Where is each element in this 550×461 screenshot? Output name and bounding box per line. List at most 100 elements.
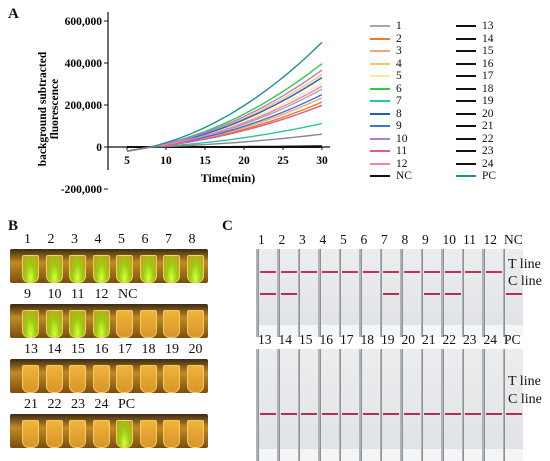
c-line-label: C line: [508, 392, 542, 407]
strip-panel: 1 2 3 4 5 6 7 8 9 10 11 12 NC T line C line 13 14 15 16 17 1…: [236, 232, 550, 461]
strip-label: 12: [483, 232, 498, 247]
legend-label: 1: [396, 20, 402, 32]
test-strip: [340, 349, 359, 461]
legend-label: 8: [396, 107, 402, 120]
strip-sample-pad: [402, 325, 421, 337]
strip-label: 2: [278, 232, 286, 247]
legend-label: 10: [396, 132, 408, 145]
strip-label: 1: [258, 232, 265, 247]
chart-series-lines: [126, 41, 323, 152]
tube-label: 16: [94, 342, 109, 357]
tube-positive: [92, 310, 110, 338]
tube-negative: [186, 420, 204, 448]
strip-label: 8: [401, 232, 409, 247]
tube-label: 17: [118, 342, 132, 357]
t-line-band: [342, 271, 358, 273]
t-line-band: [465, 271, 481, 273]
tube-label: 10: [47, 287, 62, 302]
tube-negative: [139, 420, 157, 448]
tube-positive: [45, 310, 63, 338]
tube-negative: [163, 365, 180, 393]
legend-label: 9: [396, 120, 402, 132]
x-tick-label: 10: [160, 155, 172, 167]
legend-swatch: [456, 87, 476, 90]
x-axis-label: Time(min): [201, 171, 255, 185]
c-line-band: [280, 293, 297, 295]
strip-sample-pad: [484, 325, 503, 337]
c-line-band: [260, 413, 276, 415]
test-strip: [299, 249, 318, 337]
legend-item-18: 18: [456, 83, 494, 95]
strip-label: 4: [319, 232, 327, 247]
strip-sample-pad: [505, 325, 523, 337]
strip-label: 16: [319, 332, 334, 347]
tube-label: 13: [24, 342, 38, 357]
strip-label: 3: [299, 232, 306, 247]
test-strip: [360, 249, 380, 337]
tube-label: 23: [71, 397, 85, 412]
x-tick-label: 20: [238, 155, 250, 167]
test-strip: [360, 349, 380, 461]
legend-swatch: [370, 100, 390, 103]
legend-item-7: 7: [370, 95, 402, 107]
tube-label: 14: [47, 342, 62, 357]
c-line-band: [383, 293, 399, 295]
test-strip: [504, 249, 523, 337]
tube-positive: [92, 255, 110, 283]
tube-positive: [22, 255, 39, 283]
strip-top-labels: 1 2 3 4 5 6 7 8 9 10 11 12 NC: [258, 232, 528, 248]
strip-sample-pad: [382, 449, 400, 461]
y-axis-label-line-2: fluorescence: [49, 79, 61, 139]
t-line-band: [444, 271, 461, 273]
legend-swatch: [456, 112, 476, 115]
legend-label: 15: [482, 45, 494, 57]
tube-negative: [116, 365, 133, 393]
legend-swatch: [370, 87, 390, 90]
c-line-band: [506, 413, 522, 415]
panel-letter-c: C: [222, 218, 233, 234]
legend-swatch: [456, 125, 476, 128]
legend-swatch: [456, 25, 476, 28]
tube-positive: [139, 255, 157, 283]
panel-letter-b: B: [8, 218, 19, 234]
test-strip: [442, 249, 462, 337]
c-line-band: [342, 413, 358, 415]
y-tick-label: 0: [96, 142, 102, 154]
test-strip: [483, 349, 503, 461]
tube-label: 9: [24, 287, 31, 302]
tube-label: 11: [71, 287, 85, 302]
strip-sample-pad: [423, 449, 441, 461]
c-line-band: [403, 413, 420, 415]
legend-item-13: 13: [456, 20, 494, 32]
legend-label: 20: [482, 107, 494, 120]
tube-negative: [139, 310, 157, 338]
strip-label: 23: [463, 332, 477, 347]
test-strip: [258, 349, 277, 461]
x-tick-label: 15: [199, 155, 211, 167]
legend-label: NC: [396, 170, 412, 182]
strip-label: 15: [299, 332, 313, 347]
y-tick-label: 600,000: [65, 16, 103, 28]
strip-sample-pad: [423, 325, 441, 337]
legend-label: 22: [482, 132, 494, 145]
test-strip: [463, 249, 482, 337]
strip-sample-pad: [300, 449, 318, 461]
x-tick-label: 30: [316, 155, 328, 167]
tube-negative: [69, 365, 86, 393]
strip-label: 22: [442, 332, 457, 347]
t-line-band: [280, 271, 297, 273]
strip-label: 24: [483, 332, 498, 347]
tube-label: PC: [118, 397, 136, 412]
legend-item-12: 12: [370, 158, 408, 170]
legend-item-2: 2: [370, 33, 402, 45]
legend-label: 7: [396, 95, 402, 107]
test-strip: [381, 249, 400, 337]
strip-label: 10: [442, 232, 457, 247]
strip-sample-pad: [320, 449, 339, 461]
tube-row-labels: 13 14 15 16 17 18 19 20: [24, 342, 214, 358]
legend-swatch: [456, 137, 476, 140]
strip-sample-pad: [259, 325, 277, 337]
tube-label: 22: [47, 397, 62, 412]
strip-label: 9: [422, 232, 429, 247]
tube-row-labels: 21 22 23 24 PC: [24, 397, 214, 413]
